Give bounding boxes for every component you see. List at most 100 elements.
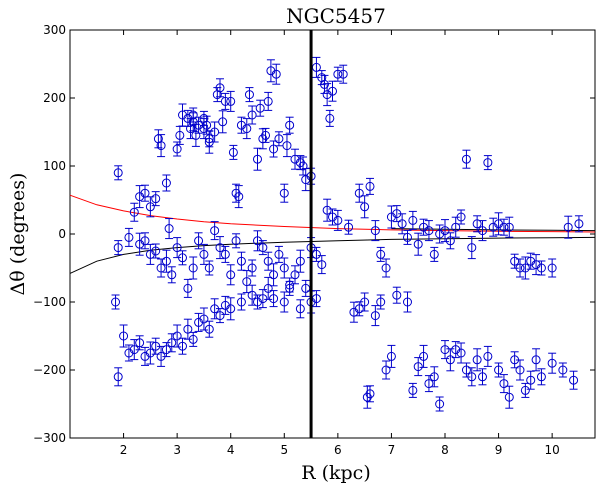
point-marker [515, 263, 525, 273]
data-point [183, 278, 193, 298]
point-marker [365, 389, 375, 399]
data-point [370, 220, 380, 242]
point-marker [413, 362, 423, 372]
data-point [419, 344, 429, 368]
data-point [279, 257, 289, 279]
point-marker [261, 130, 271, 140]
data-point [381, 258, 391, 278]
data-point [478, 368, 487, 386]
point-marker [218, 117, 228, 127]
x-tick-label: 2 [120, 443, 128, 457]
curve-upper [69, 194, 596, 233]
data-point [269, 263, 279, 287]
point-marker [408, 385, 418, 395]
data-point [236, 293, 246, 311]
point-marker [253, 154, 262, 164]
point-marker [435, 399, 445, 409]
data-point [178, 250, 187, 266]
point-marker [354, 304, 364, 314]
point-marker [202, 120, 212, 130]
point-marker [228, 147, 238, 157]
data-point [274, 131, 284, 147]
point-marker [360, 297, 370, 307]
point-marker [279, 297, 289, 307]
point-marker [113, 372, 123, 382]
data-point [440, 340, 450, 360]
point-marker [290, 270, 300, 280]
point-marker [504, 222, 514, 232]
point-marker [269, 294, 279, 304]
data-point [194, 116, 204, 134]
point-marker [483, 351, 493, 361]
point-marker [172, 243, 182, 253]
data-point [204, 320, 214, 338]
point-marker [215, 311, 225, 321]
point-marker [536, 372, 546, 382]
data-point [161, 174, 171, 192]
data-point [456, 209, 466, 225]
point-marker [429, 372, 439, 382]
data-point [183, 318, 193, 340]
data-point [172, 324, 182, 348]
point-marker [456, 212, 466, 222]
data-point [365, 177, 375, 195]
data-point [344, 219, 354, 235]
point-marker [161, 178, 171, 188]
data-point [403, 229, 412, 245]
data-point [210, 121, 220, 143]
data-point [386, 344, 396, 368]
point-marker [381, 365, 391, 375]
data-point [135, 335, 145, 351]
point-marker [510, 256, 520, 266]
data-point [483, 155, 493, 171]
data-point [199, 307, 209, 331]
data-point [392, 286, 402, 304]
data-point [282, 134, 292, 158]
data-point [569, 370, 579, 390]
data-point [188, 256, 198, 280]
point-marker [135, 338, 145, 348]
y-tick-label: −100 [33, 295, 66, 309]
data-point [220, 92, 230, 110]
data-point [440, 219, 450, 243]
data-point [472, 215, 482, 233]
data-point [365, 385, 375, 403]
data-point [408, 382, 418, 398]
point-marker [199, 249, 209, 259]
point-marker [338, 69, 348, 79]
data-point [558, 362, 568, 378]
point-marker [319, 79, 329, 89]
data-point [461, 362, 471, 378]
data-point [325, 109, 335, 127]
point-marker [271, 69, 281, 79]
data-point [354, 183, 364, 203]
point-marker [151, 246, 161, 256]
data-point [424, 375, 434, 393]
data-point [113, 165, 123, 181]
point-marker [269, 270, 279, 280]
point-marker [451, 222, 461, 232]
point-marker [424, 379, 434, 389]
data-point [226, 264, 236, 286]
data-point [194, 232, 204, 250]
point-marker [167, 270, 177, 280]
data-point [215, 308, 225, 324]
point-marker [408, 215, 418, 225]
point-marker [328, 86, 337, 96]
point-marker [392, 290, 402, 300]
data-point [269, 140, 279, 158]
y-tick-label: 200 [43, 91, 66, 105]
data-point [547, 258, 557, 278]
point-marker [172, 331, 182, 341]
data-point [515, 258, 525, 278]
point-marker [255, 103, 265, 113]
point-marker [333, 69, 343, 79]
data-point [194, 312, 204, 332]
point-marker [515, 365, 525, 375]
data-point [156, 134, 166, 158]
point-marker [440, 226, 450, 236]
point-marker [370, 226, 380, 236]
data-point [494, 362, 504, 378]
point-marker [156, 141, 166, 151]
data-point [215, 236, 225, 260]
